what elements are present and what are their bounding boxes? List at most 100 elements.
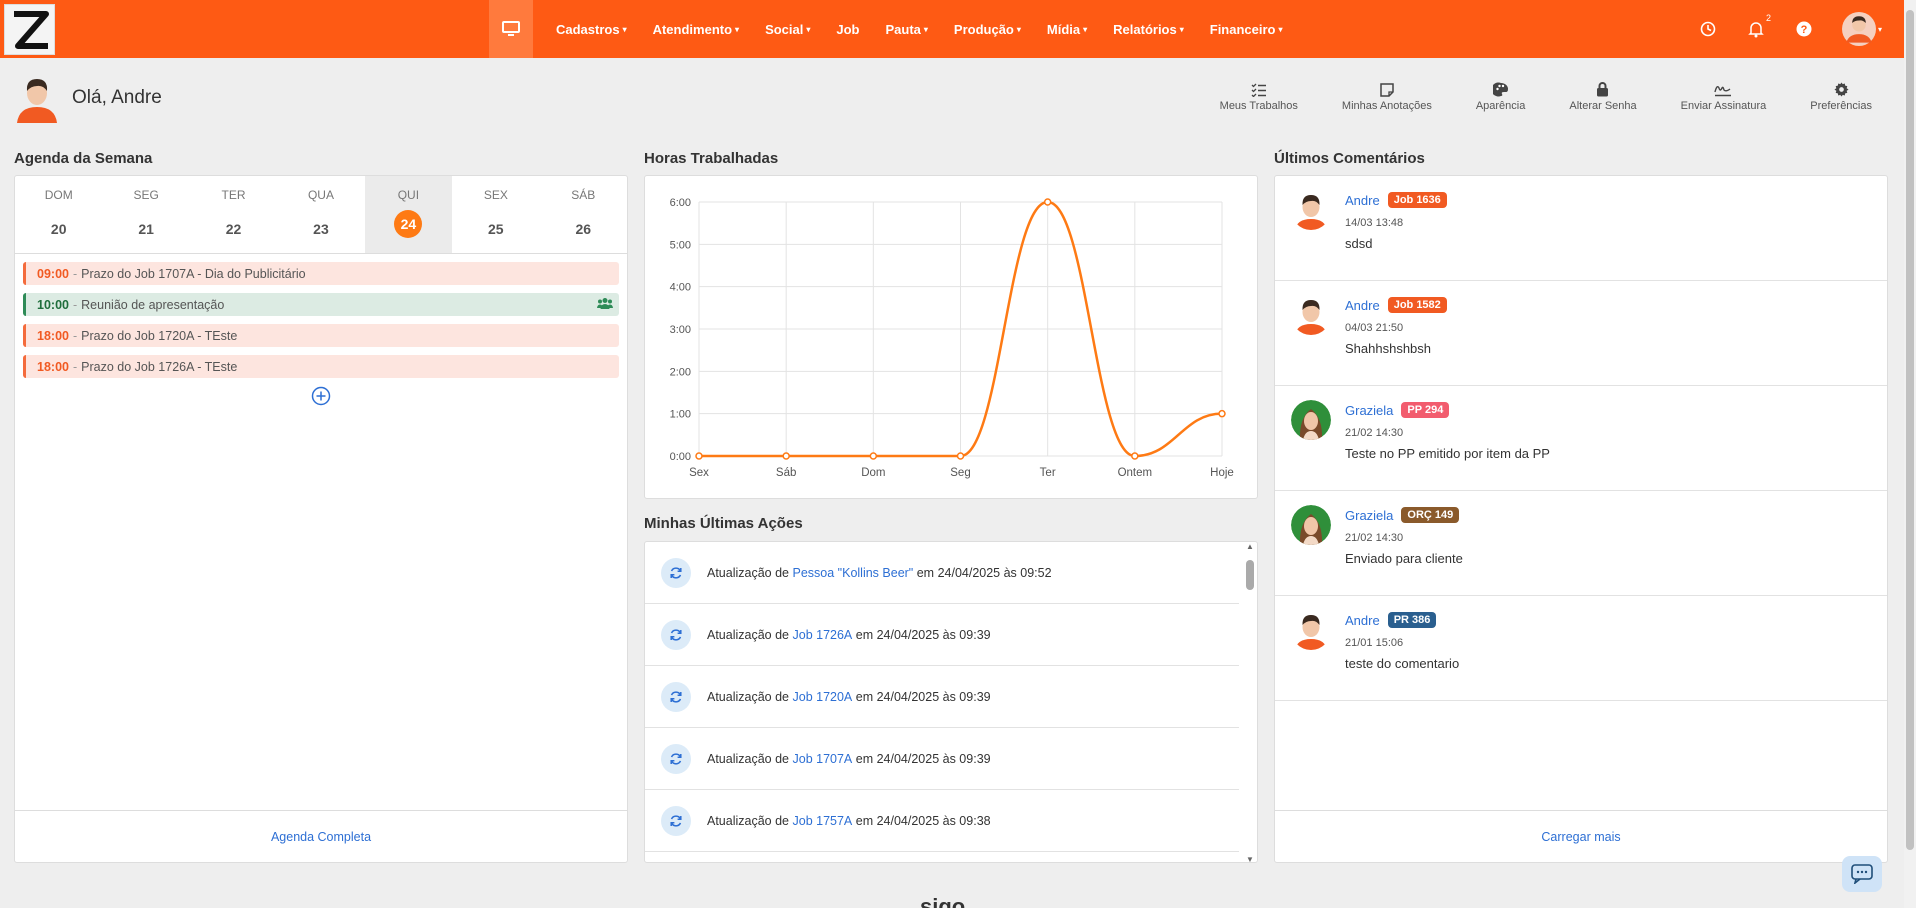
nav-item-8[interactable]: Financeiro ▾ xyxy=(1197,0,1296,58)
agenda-event[interactable]: 09:00- Prazo do Job 1707A - Dia do Public… xyxy=(23,262,619,285)
comment-author[interactable]: Graziela xyxy=(1345,507,1394,523)
user-avatar-menu[interactable]: ▾ xyxy=(1840,12,1884,46)
comment-text: teste do comentario xyxy=(1345,656,1460,671)
load-more-link[interactable]: Carregar mais xyxy=(1541,829,1621,844)
agenda-event[interactable]: 10:00- Reunião de apresentação xyxy=(23,293,619,316)
help-icon[interactable]: ? xyxy=(1792,17,1816,41)
bell-icon[interactable]: 2 xyxy=(1744,13,1771,41)
actions-title: Minhas Últimas Ações xyxy=(644,515,803,532)
action-link[interactable]: Job 1720A xyxy=(792,689,853,704)
nav-item-0[interactable]: Cadastros ▾ xyxy=(543,0,640,58)
day-name: QUA xyxy=(307,188,334,202)
week-day[interactable]: SÁB 26 xyxy=(540,176,627,253)
week-day[interactable]: QUA 23 xyxy=(277,176,364,253)
comment-author[interactable]: Andre xyxy=(1345,297,1380,313)
dashboard-icon[interactable] xyxy=(489,0,533,58)
separator: - xyxy=(72,359,78,374)
app-logo[interactable] xyxy=(4,4,55,55)
comment-item: Andre Job 1636 14/03 13:48 sdsd xyxy=(1275,176,1887,281)
palette-icon xyxy=(1492,82,1509,100)
comments-footer: Carregar mais xyxy=(1275,810,1887,862)
comment-author[interactable]: Andre xyxy=(1345,612,1380,628)
agenda-panel: DOM 20 SEG 21 TER 22 QUA 23 QUI 24 SEX 25 SÁB 26 09:0… xyxy=(14,175,628,863)
comments-panel: Andre Job 1636 14/03 13:48 sdsd Andre Job 158… xyxy=(1274,175,1888,863)
action-suffix: em 24/04/2025 às 09:39 xyxy=(855,751,991,766)
nav-item-2[interactable]: Social ▾ xyxy=(752,0,823,58)
refresh-icon xyxy=(661,805,691,836)
event-time: 10:00 xyxy=(37,297,69,312)
week-day[interactable]: SEG 21 xyxy=(102,176,189,253)
nav-item-5[interactable]: Produção ▾ xyxy=(941,0,1034,58)
separator: - xyxy=(72,266,78,281)
chat-button[interactable] xyxy=(1842,856,1882,892)
quick-actions: Meus Trabalhos Minhas Anotações Aparência A… xyxy=(1198,82,1894,112)
greeting: Olá, Andre xyxy=(14,73,162,123)
action-link[interactable]: Pessoa "Kollins Beer" xyxy=(792,565,914,580)
chevron-down-icon: ▾ xyxy=(735,24,740,34)
quick-action-checklist[interactable]: Meus Trabalhos xyxy=(1198,82,1320,112)
data-point xyxy=(1131,452,1139,460)
nav-item-3[interactable]: Job xyxy=(823,0,872,58)
x-tick-label: Sáb xyxy=(776,467,796,479)
comment-author[interactable]: Graziela xyxy=(1345,402,1394,418)
data-point xyxy=(1218,409,1226,418)
actions-scrollbar[interactable]: ▲ ▼ xyxy=(1246,542,1254,863)
week-day[interactable]: TER 22 xyxy=(190,176,277,253)
nav-item-1[interactable]: Atendimento ▾ xyxy=(640,0,752,58)
x-tick-label: Hoje xyxy=(1210,467,1234,479)
data-point xyxy=(869,452,878,460)
event-text: Prazo do Job 1707A - Dia do Publicitário xyxy=(81,266,306,281)
page-scrollbar[interactable] xyxy=(1904,0,1916,908)
avatar xyxy=(1291,610,1331,650)
comment-tag-badge[interactable]: PP 294 xyxy=(1401,402,1450,418)
chevron-down-icon: ▾ xyxy=(806,24,811,34)
action-link[interactable]: Job 1707A xyxy=(792,751,853,766)
comment-text: sdsd xyxy=(1345,236,1373,251)
user-avatar xyxy=(17,79,57,123)
nav-item-6[interactable]: Mídia ▾ xyxy=(1034,0,1100,58)
comment-tag-badge[interactable]: Job 1582 xyxy=(1387,297,1447,313)
day-name: DOM xyxy=(44,188,73,202)
agenda-event[interactable]: 18:00- Prazo do Job 1726A - TEste xyxy=(23,355,619,378)
nav-item-7[interactable]: Relatórios ▾ xyxy=(1100,0,1197,58)
nav-item-label: Cadastros xyxy=(556,21,620,37)
agenda-complete-link[interactable]: Agenda Completa xyxy=(270,829,372,844)
avatar xyxy=(1841,12,1876,46)
nav-item-label: Pauta xyxy=(885,21,921,37)
action-item: Atualização de Pessoa "Kollins Beer" em … xyxy=(645,542,1239,604)
day-name: TER xyxy=(221,188,246,202)
action-item: Atualização de Job 1707A em 24/04/2025 à… xyxy=(645,728,1239,790)
agenda-event[interactable]: 18:00- Prazo do Job 1720A - TEste xyxy=(23,324,619,347)
y-tick-label: 2:00 xyxy=(670,366,691,378)
avatar xyxy=(1291,295,1331,335)
day-date: 22 xyxy=(225,221,242,237)
day-date: 25 xyxy=(488,221,504,237)
action-suffix: em 24/04/2025 às 09:38 xyxy=(855,813,991,828)
event-time: 09:00 xyxy=(37,266,69,281)
week-day[interactable]: DOM 20 xyxy=(15,176,102,253)
action-prefix: Atualização de xyxy=(707,813,790,828)
agenda-title: Agenda da Semana xyxy=(14,150,153,167)
comment-tag-badge[interactable]: ORÇ 149 xyxy=(1401,507,1460,523)
lock-icon xyxy=(1596,82,1609,100)
quick-action-lock[interactable]: Alterar Senha xyxy=(1547,82,1658,112)
quick-action-palette[interactable]: Aparência xyxy=(1454,82,1548,112)
quick-action-note[interactable]: Minhas Anotações xyxy=(1320,82,1454,112)
comment-tag-badge[interactable]: Job 1636 xyxy=(1387,192,1447,208)
nav-item-label: Mídia xyxy=(1046,21,1081,37)
quick-action-gear[interactable]: Preferências xyxy=(1788,82,1894,112)
week-day[interactable]: SEX 25 xyxy=(452,176,539,253)
quick-action-signature[interactable]: Enviar Assinatura xyxy=(1659,82,1789,112)
week-day[interactable]: QUI 24 xyxy=(364,176,453,253)
action-link[interactable]: Job 1726A xyxy=(792,627,853,642)
comment-author[interactable]: Andre xyxy=(1345,192,1380,208)
action-suffix: em 24/04/2025 às 09:39 xyxy=(855,689,991,704)
day-date: 26 xyxy=(575,221,592,237)
comment-tag-badge[interactable]: PR 386 xyxy=(1387,612,1437,628)
nav-item-4[interactable]: Pauta ▾ xyxy=(873,0,941,58)
add-event-icon[interactable] xyxy=(311,386,331,406)
quick-action-label: Aparência xyxy=(1475,100,1526,112)
clock-icon[interactable] xyxy=(1696,17,1720,41)
action-link[interactable]: Job 1757A xyxy=(792,813,853,828)
quick-action-label: Preferências xyxy=(1810,100,1872,112)
